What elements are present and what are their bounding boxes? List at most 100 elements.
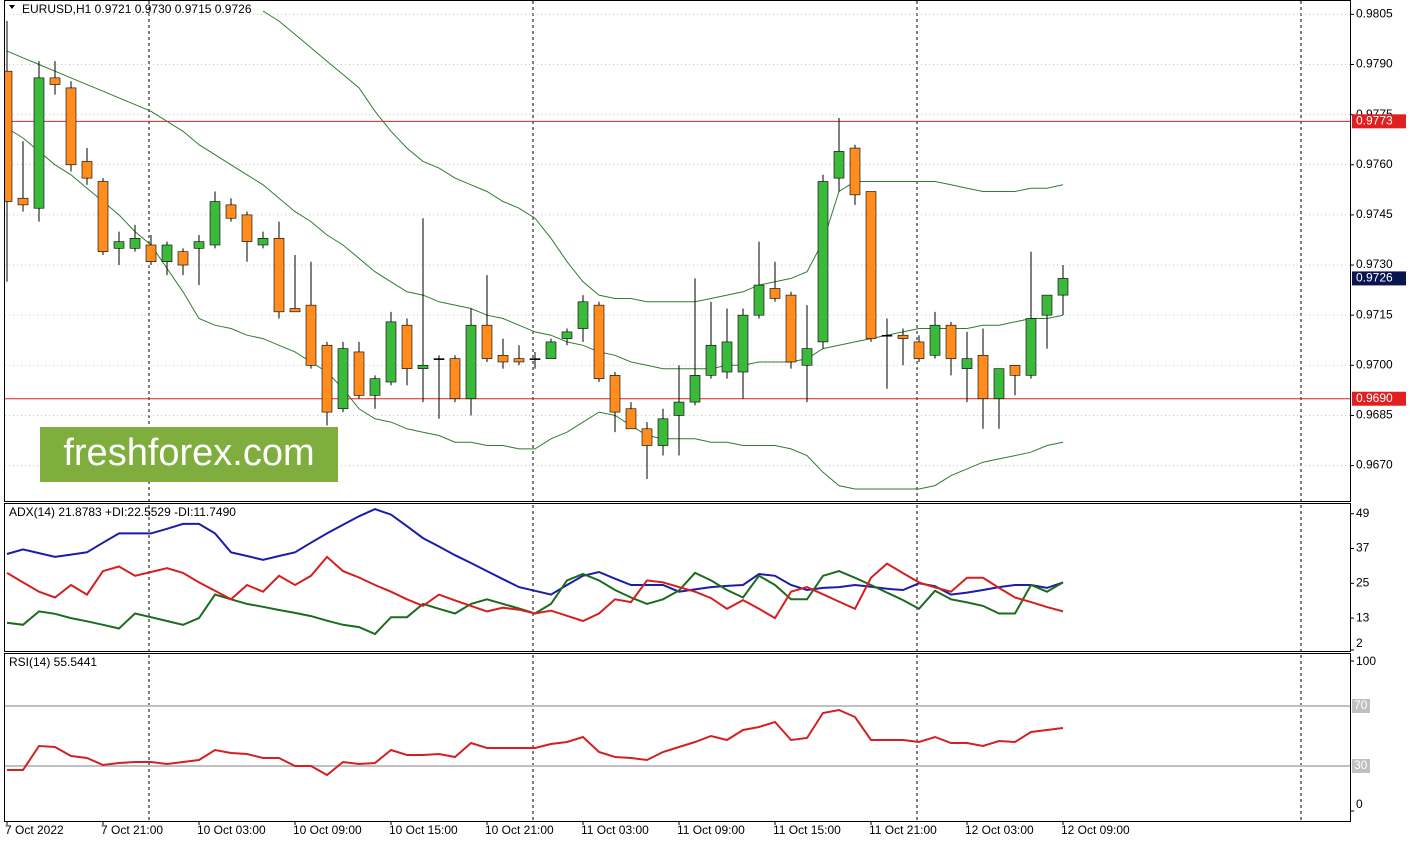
candle-body bbox=[65, 87, 77, 166]
x-tick-label: 11 Oct 03:00 bbox=[581, 823, 649, 837]
y-tick-label: 0.9670 bbox=[1356, 458, 1393, 472]
candle-body bbox=[657, 418, 669, 446]
candle-body bbox=[145, 244, 157, 262]
candle-body bbox=[577, 301, 589, 329]
candle-body bbox=[1041, 294, 1053, 316]
candle-body bbox=[993, 368, 1005, 400]
candle-body bbox=[225, 204, 237, 219]
candle-body bbox=[209, 201, 221, 246]
candle-body bbox=[433, 358, 445, 360]
y-tick-label: 25 bbox=[1356, 575, 1370, 589]
candle-body bbox=[289, 308, 301, 313]
adx-panel-frame bbox=[4, 503, 1351, 652]
y-tick-label: 2 bbox=[1356, 636, 1363, 650]
candle-body bbox=[513, 358, 525, 363]
watermark: freshforex.com bbox=[63, 432, 314, 474]
candle-body bbox=[625, 408, 637, 430]
x-tick-label: 11 Oct 09:00 bbox=[677, 823, 745, 837]
candle-body bbox=[1025, 318, 1037, 376]
panel-1 bbox=[6, 508, 1064, 636]
candle-body bbox=[193, 241, 205, 249]
y-tick-label: 0.9715 bbox=[1356, 307, 1393, 321]
panel-title: EURUSD,H1 0.9721 0.9730 0.9715 0.9726 bbox=[22, 2, 252, 16]
candle-body bbox=[177, 251, 189, 266]
candle-body bbox=[113, 241, 125, 249]
candle-body bbox=[97, 181, 109, 252]
candle-body bbox=[689, 375, 701, 403]
candle-body bbox=[769, 288, 781, 299]
candle-body bbox=[417, 365, 429, 369]
indicator-line bbox=[262, 10, 1064, 303]
candle-body bbox=[977, 354, 989, 400]
candle-body bbox=[945, 324, 957, 359]
y-tick-label: 49 bbox=[1356, 506, 1370, 520]
candle-body bbox=[593, 304, 605, 379]
candle-body bbox=[865, 191, 877, 339]
indicator-line bbox=[7, 708, 1064, 777]
candle-body bbox=[961, 358, 973, 369]
candle-body bbox=[849, 147, 861, 196]
candle-body bbox=[609, 375, 621, 413]
y-tick-label: 0.9685 bbox=[1356, 408, 1393, 422]
candle-body bbox=[481, 324, 493, 359]
candle-body bbox=[913, 341, 925, 359]
candle-body bbox=[897, 334, 909, 339]
candle-body bbox=[737, 314, 749, 373]
y-tick-label: 0.9760 bbox=[1356, 157, 1393, 171]
candle-body bbox=[33, 77, 45, 209]
candle-body bbox=[17, 197, 29, 206]
price-tag bbox=[1352, 391, 1406, 406]
last-price-label: 0.9726 bbox=[1356, 271, 1393, 285]
panel-title: RSI(14) 55.5441 bbox=[9, 655, 97, 669]
y-tick-label: 100 bbox=[1356, 654, 1376, 668]
rsi-panel-frame bbox=[4, 653, 1351, 822]
indicator-line bbox=[6, 555, 1064, 623]
candle-body bbox=[129, 238, 141, 249]
x-tick-label: 10 Oct 09:00 bbox=[293, 823, 362, 837]
candle-body bbox=[705, 344, 717, 376]
y-tick-label: 0 bbox=[1356, 797, 1363, 811]
level-label: 70 bbox=[1354, 698, 1368, 712]
menu-arrow[interactable] bbox=[9, 5, 15, 9]
y-tick-label: 13 bbox=[1356, 610, 1370, 624]
candle-body bbox=[161, 244, 173, 262]
x-tick-label: 11 Oct 15:00 bbox=[773, 823, 841, 837]
x-tick-label: 12 Oct 09:00 bbox=[1061, 823, 1130, 837]
candle-body bbox=[833, 151, 845, 179]
y-tick-label: 0.9805 bbox=[1356, 7, 1393, 21]
y-tick-label: 37 bbox=[1356, 541, 1370, 555]
y-tick-label: 0.9730 bbox=[1356, 257, 1393, 271]
x-tick-label: 10 Oct 03:00 bbox=[197, 823, 266, 837]
price-tag bbox=[1352, 114, 1406, 129]
x-tick-label: 10 Oct 21:00 bbox=[485, 823, 554, 837]
last-price-tag bbox=[1352, 271, 1406, 286]
x-tick-label: 11 Oct 21:00 bbox=[869, 823, 937, 837]
y-tick-label: 0.9745 bbox=[1356, 207, 1393, 221]
candle-body bbox=[449, 358, 461, 400]
level-tag bbox=[1352, 699, 1370, 713]
candle-body bbox=[497, 354, 509, 363]
candle-body bbox=[529, 358, 541, 360]
x-tick-label: 7 Oct 2022 bbox=[5, 823, 64, 837]
candle-body bbox=[465, 324, 477, 400]
candle-body bbox=[5, 70, 13, 202]
candle-body bbox=[785, 294, 797, 363]
panel-2 bbox=[5, 705, 1350, 777]
x-tick-label: 12 Oct 03:00 bbox=[965, 823, 1034, 837]
level-tag bbox=[1352, 759, 1370, 773]
price-tag-label: 0.9773 bbox=[1356, 113, 1393, 127]
x-tick-label: 10 Oct 15:00 bbox=[389, 823, 458, 837]
y-tick-label: 0.9790 bbox=[1356, 57, 1393, 71]
indicator-line bbox=[6, 127, 1064, 490]
level-label: 30 bbox=[1354, 758, 1368, 772]
candle-body bbox=[1009, 365, 1021, 376]
candle-body bbox=[801, 348, 813, 366]
candle-body bbox=[721, 341, 733, 373]
price-tag-label: 0.9690 bbox=[1356, 391, 1393, 405]
candle-body bbox=[1057, 278, 1069, 296]
candle-body bbox=[257, 238, 269, 246]
candle-body bbox=[49, 77, 61, 85]
